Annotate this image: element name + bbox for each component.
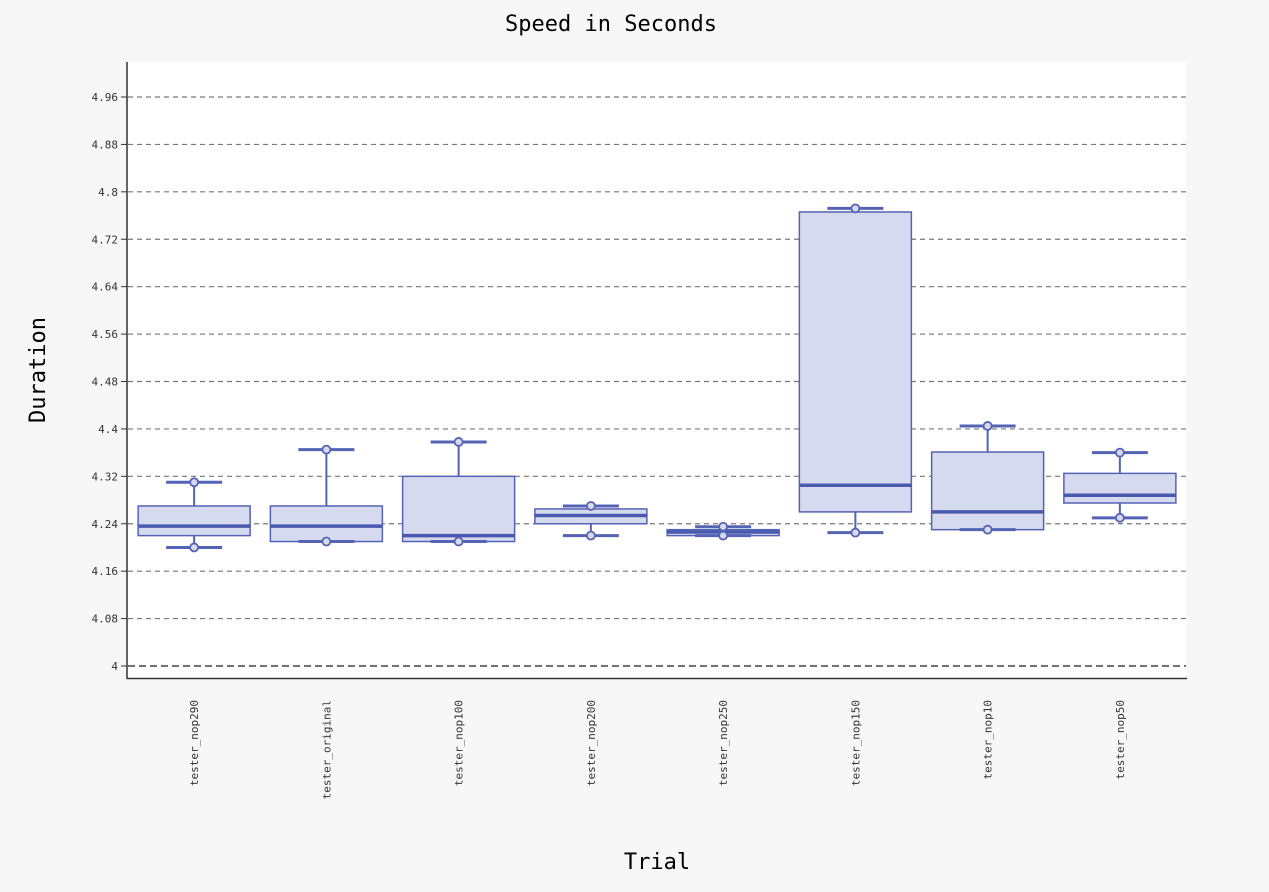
min-point — [189, 542, 200, 553]
x-category-label: tester_nop200 — [585, 700, 598, 786]
max-point — [321, 444, 332, 455]
max-point — [585, 501, 596, 511]
y-axis-label: Duration — [26, 317, 51, 423]
chart-title: Speed in Seconds — [505, 12, 717, 37]
y-tick-label: 4.8 — [98, 186, 118, 199]
max-point — [850, 203, 861, 214]
box-tester_nop10 — [930, 421, 1045, 535]
x-category-label: tester_nop150 — [849, 700, 862, 786]
y-tick-label: 4.48 — [92, 376, 119, 389]
min-point — [1114, 512, 1125, 523]
max-point — [1114, 447, 1125, 458]
y-tick-label: 4.96 — [92, 91, 119, 104]
x-axis-categories: tester_nop290 tester_original tester_nop10… — [188, 700, 1127, 799]
x-axis-label: Trial — [624, 850, 690, 875]
min-point — [321, 536, 332, 547]
x-category-label: tester_original — [320, 700, 333, 799]
min-point — [850, 527, 861, 538]
plot-area — [128, 62, 1186, 678]
y-tick-label: 4.72 — [92, 233, 119, 246]
max-point — [718, 521, 729, 532]
max-point — [982, 421, 993, 431]
y-tick-label: 4 — [111, 660, 118, 673]
box-body — [1063, 472, 1177, 504]
x-category-label: tester_nop10 — [982, 700, 995, 779]
box-body — [137, 505, 251, 537]
box-tester_nop100 — [401, 437, 516, 547]
min-point — [453, 536, 464, 547]
box-tester_nop250 — [666, 521, 780, 541]
x-category-label: tester_nop50 — [1114, 700, 1127, 779]
box-tester_nop200 — [534, 501, 648, 541]
x-category-label: tester_nop100 — [453, 700, 466, 786]
box-body — [401, 475, 516, 543]
y-tick-label: 4.64 — [92, 281, 119, 294]
y-tick-label: 4.32 — [92, 470, 119, 483]
y-tick-label: 4.08 — [92, 613, 119, 626]
min-point — [718, 530, 729, 541]
x-category-label: tester_nop250 — [717, 700, 730, 786]
x-category-label: tester_nop290 — [188, 700, 201, 786]
min-point — [585, 530, 596, 541]
gridlines — [128, 96, 1186, 667]
box-tester_original — [269, 444, 384, 547]
box-tester_nop290 — [137, 477, 251, 553]
box-tester_nop150 — [798, 203, 913, 538]
max-point — [453, 437, 464, 447]
y-axis-ticks: 4 4.08 4.16 4.24 4.32 4.4 4.48 4.56 4.64 4.72 4.8 4… — [92, 91, 127, 673]
y-tick-label: 4.88 — [92, 138, 119, 151]
box-tester_nop50 — [1063, 447, 1177, 523]
min-point — [982, 524, 993, 535]
y-tick-label: 4.24 — [92, 518, 119, 531]
y-tick-label: 4.4 — [98, 423, 118, 436]
y-tick-label: 4.16 — [92, 565, 119, 578]
box-body — [269, 505, 384, 543]
max-point — [189, 477, 200, 488]
y-tick-label: 4.56 — [92, 328, 119, 341]
box-body — [798, 211, 913, 513]
boxes — [137, 203, 1177, 553]
box-body — [930, 451, 1045, 531]
